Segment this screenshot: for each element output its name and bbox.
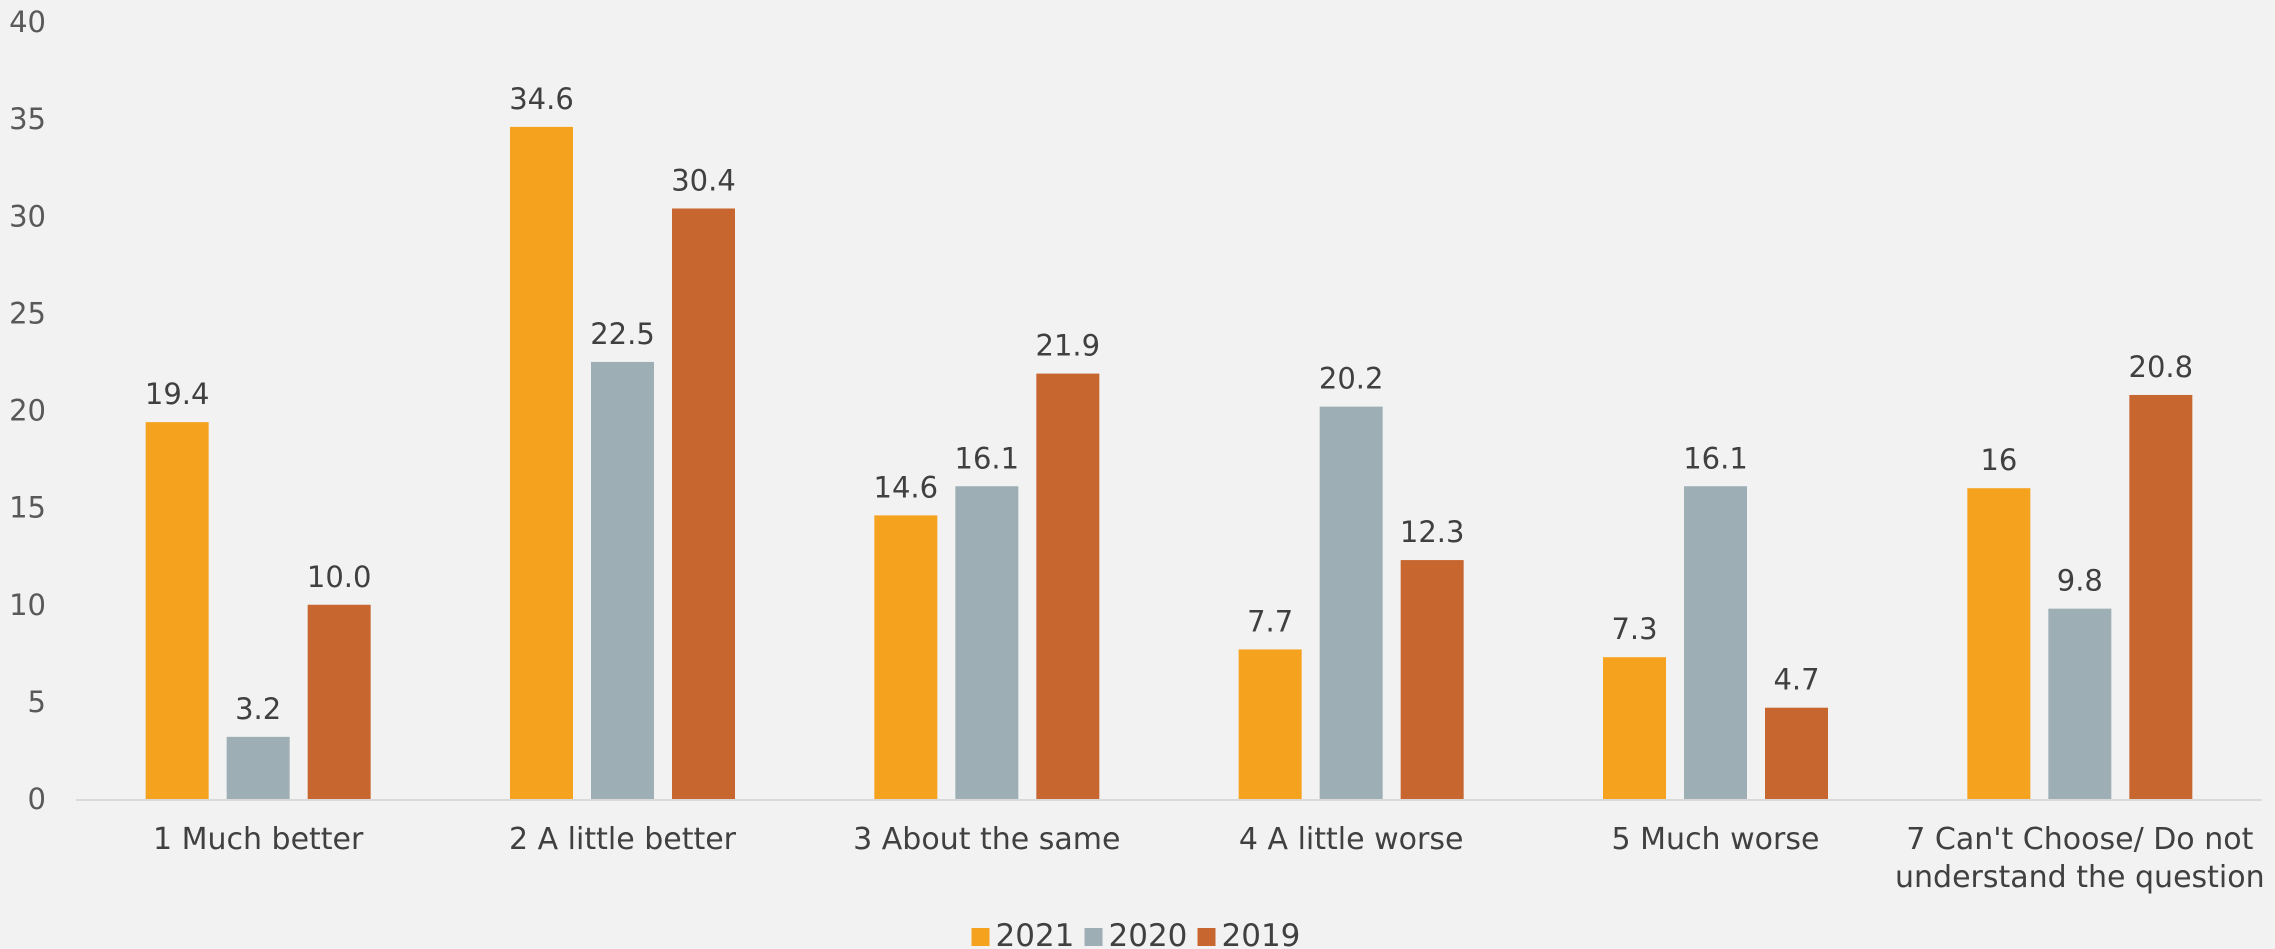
legend-swatch-2019: [1197, 928, 1216, 946]
y-tick-label: 30: [9, 199, 46, 233]
data-label: 21.9: [1036, 329, 1101, 363]
bar-2019: [672, 208, 735, 800]
data-label: 7.3: [1611, 612, 1657, 646]
x-axis: 1 Much better 2 A little better 3 About th…: [76, 799, 2265, 895]
category-label: 5 Much worse: [1612, 822, 1820, 857]
bar-2019: [1400, 560, 1464, 799]
data-label: 16.1: [955, 441, 1020, 475]
y-tick-label: 20: [9, 394, 46, 428]
bar-2021: [1603, 657, 1666, 799]
data-label: 14.6: [874, 470, 939, 504]
bar-2019: [1036, 373, 1100, 799]
data-label: 9.8: [2057, 564, 2103, 598]
bar-2021: [510, 126, 573, 799]
legend-label: 2019: [1222, 918, 1301, 949]
data-label: 12.3: [1400, 515, 1465, 549]
data-label: 22.5: [590, 317, 655, 351]
bar-2019: [2129, 394, 2193, 799]
data-label: 4.7: [1773, 663, 1819, 697]
data-label: 7.7: [1247, 604, 1293, 638]
data-label: 20.8: [2129, 350, 2194, 384]
legend-label: 2021: [996, 918, 1075, 949]
bar-2020: [1684, 486, 1747, 799]
legend-label: 2020: [1109, 918, 1188, 949]
data-label: 16: [1980, 443, 2017, 477]
y-tick-label: 5: [28, 685, 46, 719]
bar-2020: [955, 486, 1019, 799]
data-label: 20.2: [1319, 362, 1384, 396]
data-labels: 19.4 3.2 10.0 34.6 22.5 30.4 14.6 16.1 21.9 7.7 20…: [145, 82, 2193, 726]
bars: [145, 126, 2193, 800]
category-label: 1 Much better: [153, 822, 364, 857]
bar-2021: [1238, 649, 1302, 799]
y-tick-label: 0: [28, 782, 46, 816]
category-label: 3 About the same: [853, 822, 1120, 857]
legend-swatch-2021: [971, 928, 990, 946]
legend: 2021 2020 2019: [971, 918, 1301, 949]
category-label: 2 A little better: [509, 822, 737, 857]
y-tick-label: 35: [9, 102, 46, 136]
bar-2019: [1765, 707, 1828, 799]
bar-2021: [1967, 488, 2031, 799]
y-tick-label: 25: [9, 296, 46, 330]
bar-2020: [226, 736, 290, 799]
bar-2020: [2048, 608, 2112, 799]
data-label: 34.6: [509, 82, 574, 116]
y-tick-label: 10: [9, 588, 46, 622]
y-tick-label: 40: [9, 5, 46, 39]
data-label: 10.0: [307, 560, 372, 594]
data-label: 19.4: [145, 377, 210, 411]
category-label: understand the question: [1895, 860, 2265, 895]
bar-2021: [874, 515, 938, 799]
bar-2020: [1319, 406, 1383, 799]
data-label: 30.4: [671, 163, 736, 197]
category-label: 7 Can't Choose/ Do not: [1906, 822, 2253, 857]
bar-2021: [145, 422, 209, 799]
data-label: 16.1: [1683, 441, 1748, 475]
bar-2020: [591, 361, 654, 799]
category-label: 4 A little worse: [1239, 822, 1464, 857]
y-tick-label: 15: [9, 491, 46, 525]
y-axis: 0 5 10 15 20 25 30 35 40: [9, 5, 46, 816]
legend-swatch-2020: [1084, 928, 1103, 946]
bar-2019: [307, 604, 371, 799]
data-label: 3.2: [235, 692, 281, 726]
